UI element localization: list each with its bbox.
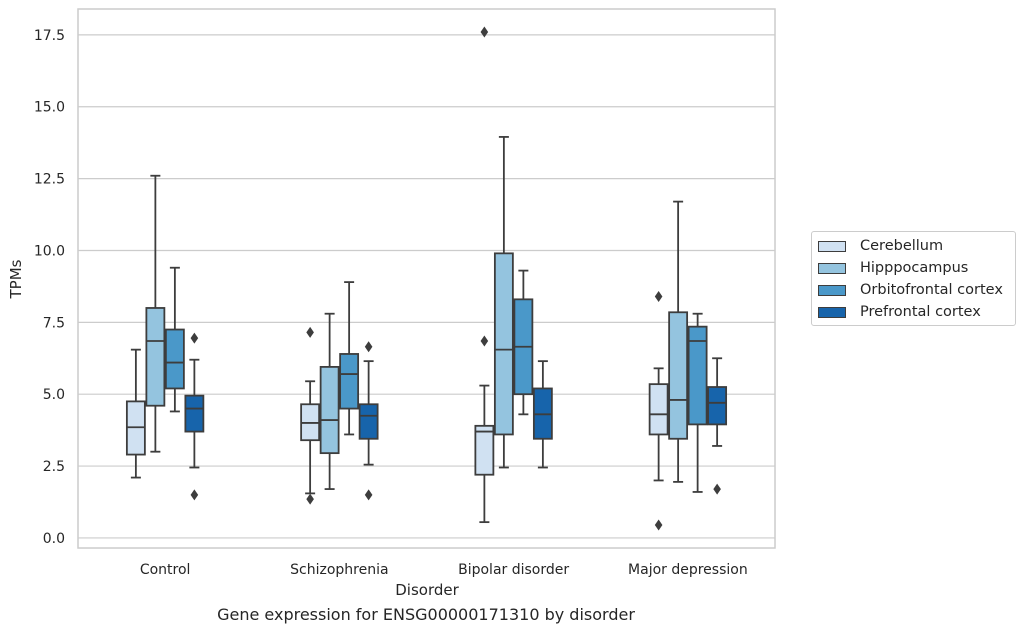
box-cerebellum	[648, 290, 669, 531]
box-hipppocampus	[668, 200, 689, 483]
y-tick-label: 5.0	[43, 387, 65, 403]
box-orbitofrontal-cortex	[164, 266, 185, 413]
box-orbitofrontal-cortex	[339, 281, 360, 436]
box-iqr	[493, 252, 514, 436]
outlier-point	[713, 483, 721, 495]
y-tick-label: 10.0	[34, 243, 65, 259]
box-orbitofrontal-cortex	[513, 269, 534, 416]
box-iqr	[145, 307, 166, 407]
box-iqr	[648, 383, 669, 436]
y-tick-label: 2.5	[43, 459, 65, 475]
box-iqr	[358, 403, 379, 440]
outlier-point	[364, 489, 373, 501]
grid-lines	[78, 34, 775, 539]
box-prefrontal-cortex	[707, 357, 728, 495]
outlier-point	[654, 519, 663, 531]
legend-label: Orbitofrontal cortex	[860, 282, 1003, 298]
legend-label: Hipppocampus	[860, 260, 969, 276]
outlier-point	[306, 493, 314, 505]
x-axis-ticks: Control Schizophrenia Bipolar disorder Majo…	[140, 562, 748, 578]
legend-label: Prefrontal cortex	[860, 304, 981, 320]
y-tick-label: 12.5	[34, 172, 65, 188]
outlier-point	[364, 341, 373, 353]
legend-swatch	[818, 262, 846, 274]
box-orbitofrontal-cortex	[687, 312, 708, 493]
x-axis-label: Disorder	[395, 581, 459, 599]
box-iqr	[474, 424, 495, 476]
box-iqr	[707, 386, 728, 426]
box-hipppocampus	[319, 312, 340, 490]
legend-swatch	[818, 306, 846, 318]
box-prefrontal-cortex	[532, 360, 553, 469]
y-tick-label: 17.5	[34, 28, 65, 44]
box-iqr	[668, 311, 689, 440]
legend-item: Prefrontal cortex	[818, 302, 981, 322]
box-iqr	[319, 365, 340, 455]
box-plot-series	[125, 26, 728, 531]
box-iqr	[339, 353, 360, 410]
outlier-point	[306, 326, 314, 338]
y-axis-label: TPMs	[7, 259, 25, 299]
box-prefrontal-cortex	[184, 332, 205, 501]
x-tick-label: Bipolar disorder	[458, 562, 569, 578]
box-cerebellum	[125, 348, 146, 479]
x-tick-label: Schizophrenia	[290, 562, 388, 578]
y-axis-ticks: 0.0 2.5 5.0 7.5 10.0 12.5 15.0 17.5	[34, 28, 65, 547]
legend-swatch	[818, 284, 846, 296]
y-tick-label: 7.5	[43, 315, 65, 331]
outlier-point	[190, 489, 199, 501]
legend-item: Hipppocampus	[818, 258, 968, 278]
box-iqr	[184, 394, 205, 433]
box-cerebellum	[474, 26, 495, 524]
box-iqr	[687, 325, 708, 426]
outlier-point	[480, 335, 489, 347]
legend: Cerebellum Hipppocampus Orbitofrontal co…	[811, 231, 1016, 326]
box-hipppocampus	[145, 174, 166, 453]
outlier-point	[480, 26, 489, 38]
y-tick-label: 15.0	[34, 100, 65, 116]
box-prefrontal-cortex	[358, 341, 379, 501]
legend-label: Cerebellum	[860, 238, 944, 254]
figure-caption: Gene expression for ENSG00000171310 by d…	[217, 605, 635, 624]
legend-swatch	[818, 240, 846, 252]
box-cerebellum	[300, 326, 321, 505]
box-hipppocampus	[493, 136, 514, 469]
outlier-point	[654, 290, 663, 302]
box-iqr	[164, 328, 185, 390]
y-tick-label: 0.0	[43, 531, 65, 547]
legend-item: Orbitofrontal cortex	[818, 280, 1003, 300]
x-tick-label: Major depression	[628, 562, 748, 578]
legend-item: Cerebellum	[818, 236, 943, 256]
plot-frame	[77, 8, 776, 549]
outlier-point	[190, 332, 199, 344]
x-tick-label: Control	[140, 562, 191, 578]
